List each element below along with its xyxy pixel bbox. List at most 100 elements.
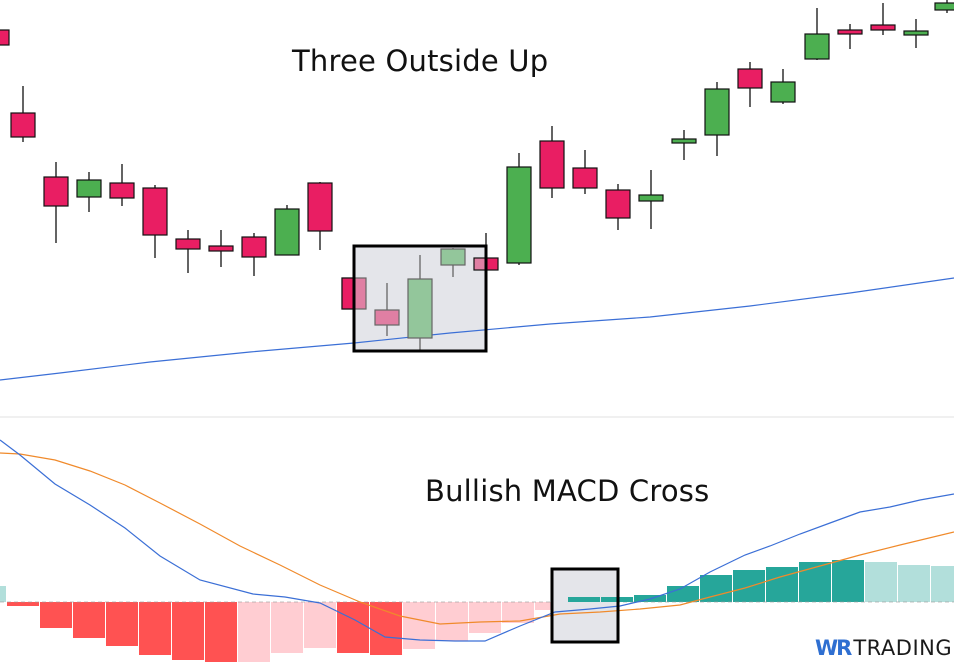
indicator-title: Bullish MACD Cross [425, 474, 710, 508]
candle [870, 3, 896, 35]
histogram-bar [271, 602, 303, 653]
histogram-bar [733, 570, 765, 602]
candle [671, 130, 697, 160]
candle-body [704, 88, 730, 136]
candle [76, 172, 102, 212]
histogram-bar [40, 602, 72, 628]
candle-body [770, 81, 796, 103]
histogram-bar [73, 602, 105, 638]
histogram-bar [667, 586, 699, 602]
candle-body [241, 236, 267, 258]
candle-body [605, 189, 631, 219]
candle-body [737, 68, 763, 89]
candle-body [43, 176, 69, 207]
candle-body [76, 179, 102, 198]
histogram-bar [799, 562, 831, 602]
moving-average-line [0, 277, 954, 381]
candle-body [474, 258, 486, 270]
histogram-bar [370, 602, 402, 655]
histogram-bar [865, 562, 897, 602]
candle [837, 24, 863, 49]
histogram-bar [898, 565, 930, 602]
candle [43, 162, 69, 243]
candle-body [307, 182, 333, 232]
histogram-bar-highlighted [568, 597, 600, 602]
candle-body [175, 238, 201, 250]
histogram-bar [436, 602, 468, 641]
candle-body-outside [341, 277, 355, 310]
candle [572, 150, 598, 194]
candle-body [142, 187, 168, 236]
candle [142, 185, 168, 258]
histogram-bar [205, 602, 237, 662]
histogram-bar [337, 602, 369, 653]
candle-body [671, 138, 697, 144]
candle [506, 153, 532, 265]
candle-body [10, 112, 36, 138]
pattern-title: Three Outside Up [292, 44, 549, 78]
candle-body [407, 278, 433, 339]
candle-body [934, 2, 954, 11]
histogram-bar [0, 586, 6, 602]
macd-line [0, 439, 954, 642]
histogram-bar [238, 602, 270, 662]
histogram-bar [832, 560, 864, 602]
candle-body [208, 245, 234, 252]
candle [934, 0, 954, 13]
histogram-bar [931, 566, 954, 602]
candle [241, 233, 267, 276]
signal-line [0, 452, 954, 625]
candle-body [837, 29, 863, 35]
candle-body [109, 182, 135, 199]
candle-body [638, 194, 664, 202]
candle-body [539, 140, 565, 189]
candle [374, 283, 400, 336]
candle [737, 62, 763, 107]
candle-body [440, 248, 466, 266]
candle-body [506, 166, 532, 264]
cross-highlight-frame [550, 567, 620, 644]
candle [10, 86, 36, 142]
histogram-bar [403, 602, 435, 649]
candle [605, 184, 631, 230]
candle-body [572, 167, 598, 189]
candle [804, 8, 830, 60]
candle-body [374, 309, 400, 326]
candle [638, 170, 664, 229]
histogram-bar [502, 602, 534, 623]
candle-body [0, 29, 10, 46]
histogram-bar [106, 602, 138, 646]
histogram-bar [469, 602, 501, 633]
histogram-bar [700, 575, 732, 602]
candle-body [903, 30, 929, 36]
brand-logo: WR TRADING [815, 636, 952, 660]
cross-highlight-box [552, 569, 618, 642]
candle [903, 19, 929, 48]
price-panel [0, 0, 954, 381]
candle [539, 126, 565, 198]
histogram-bar [139, 602, 171, 655]
candle [440, 248, 466, 277]
candle-body [804, 33, 830, 60]
histogram-bar [7, 602, 39, 606]
histogram-bar [304, 602, 336, 648]
candle [274, 205, 300, 256]
candle [208, 230, 234, 267]
candle [407, 255, 433, 350]
candle [704, 82, 730, 156]
histogram-bar [172, 602, 204, 660]
macd-panel [0, 439, 954, 662]
pattern-highlight-frame [352, 244, 488, 353]
candle [175, 230, 201, 273]
candle [0, 29, 10, 46]
candle-body [870, 24, 896, 31]
logo-wr: WR [815, 636, 852, 660]
histogram-bar [766, 567, 798, 602]
candle [109, 164, 135, 206]
candle-body [486, 258, 498, 270]
candle-body [274, 208, 300, 256]
candle [307, 182, 333, 250]
logo-trading: TRADING [853, 636, 953, 660]
candle [770, 69, 796, 104]
